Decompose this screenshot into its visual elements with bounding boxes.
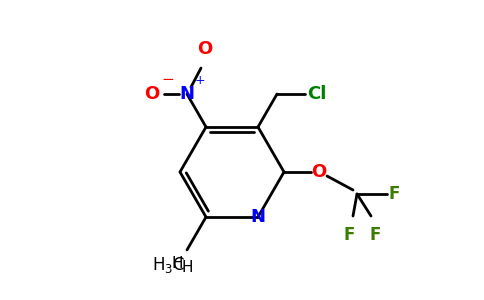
Text: −: − bbox=[161, 72, 174, 87]
Text: N: N bbox=[251, 208, 266, 226]
Text: O: O bbox=[197, 40, 212, 58]
Text: +: + bbox=[195, 74, 206, 87]
Text: Cl: Cl bbox=[307, 85, 326, 103]
Text: F: F bbox=[369, 226, 381, 244]
Text: $\mathregular{H_3C}$: $\mathregular{H_3C}$ bbox=[152, 255, 185, 275]
Text: H: H bbox=[171, 256, 183, 271]
Text: N: N bbox=[180, 85, 195, 103]
Text: O: O bbox=[311, 163, 327, 181]
Text: H: H bbox=[181, 260, 193, 275]
Text: F: F bbox=[343, 226, 355, 244]
Text: F: F bbox=[389, 185, 400, 203]
Text: O: O bbox=[144, 85, 160, 103]
